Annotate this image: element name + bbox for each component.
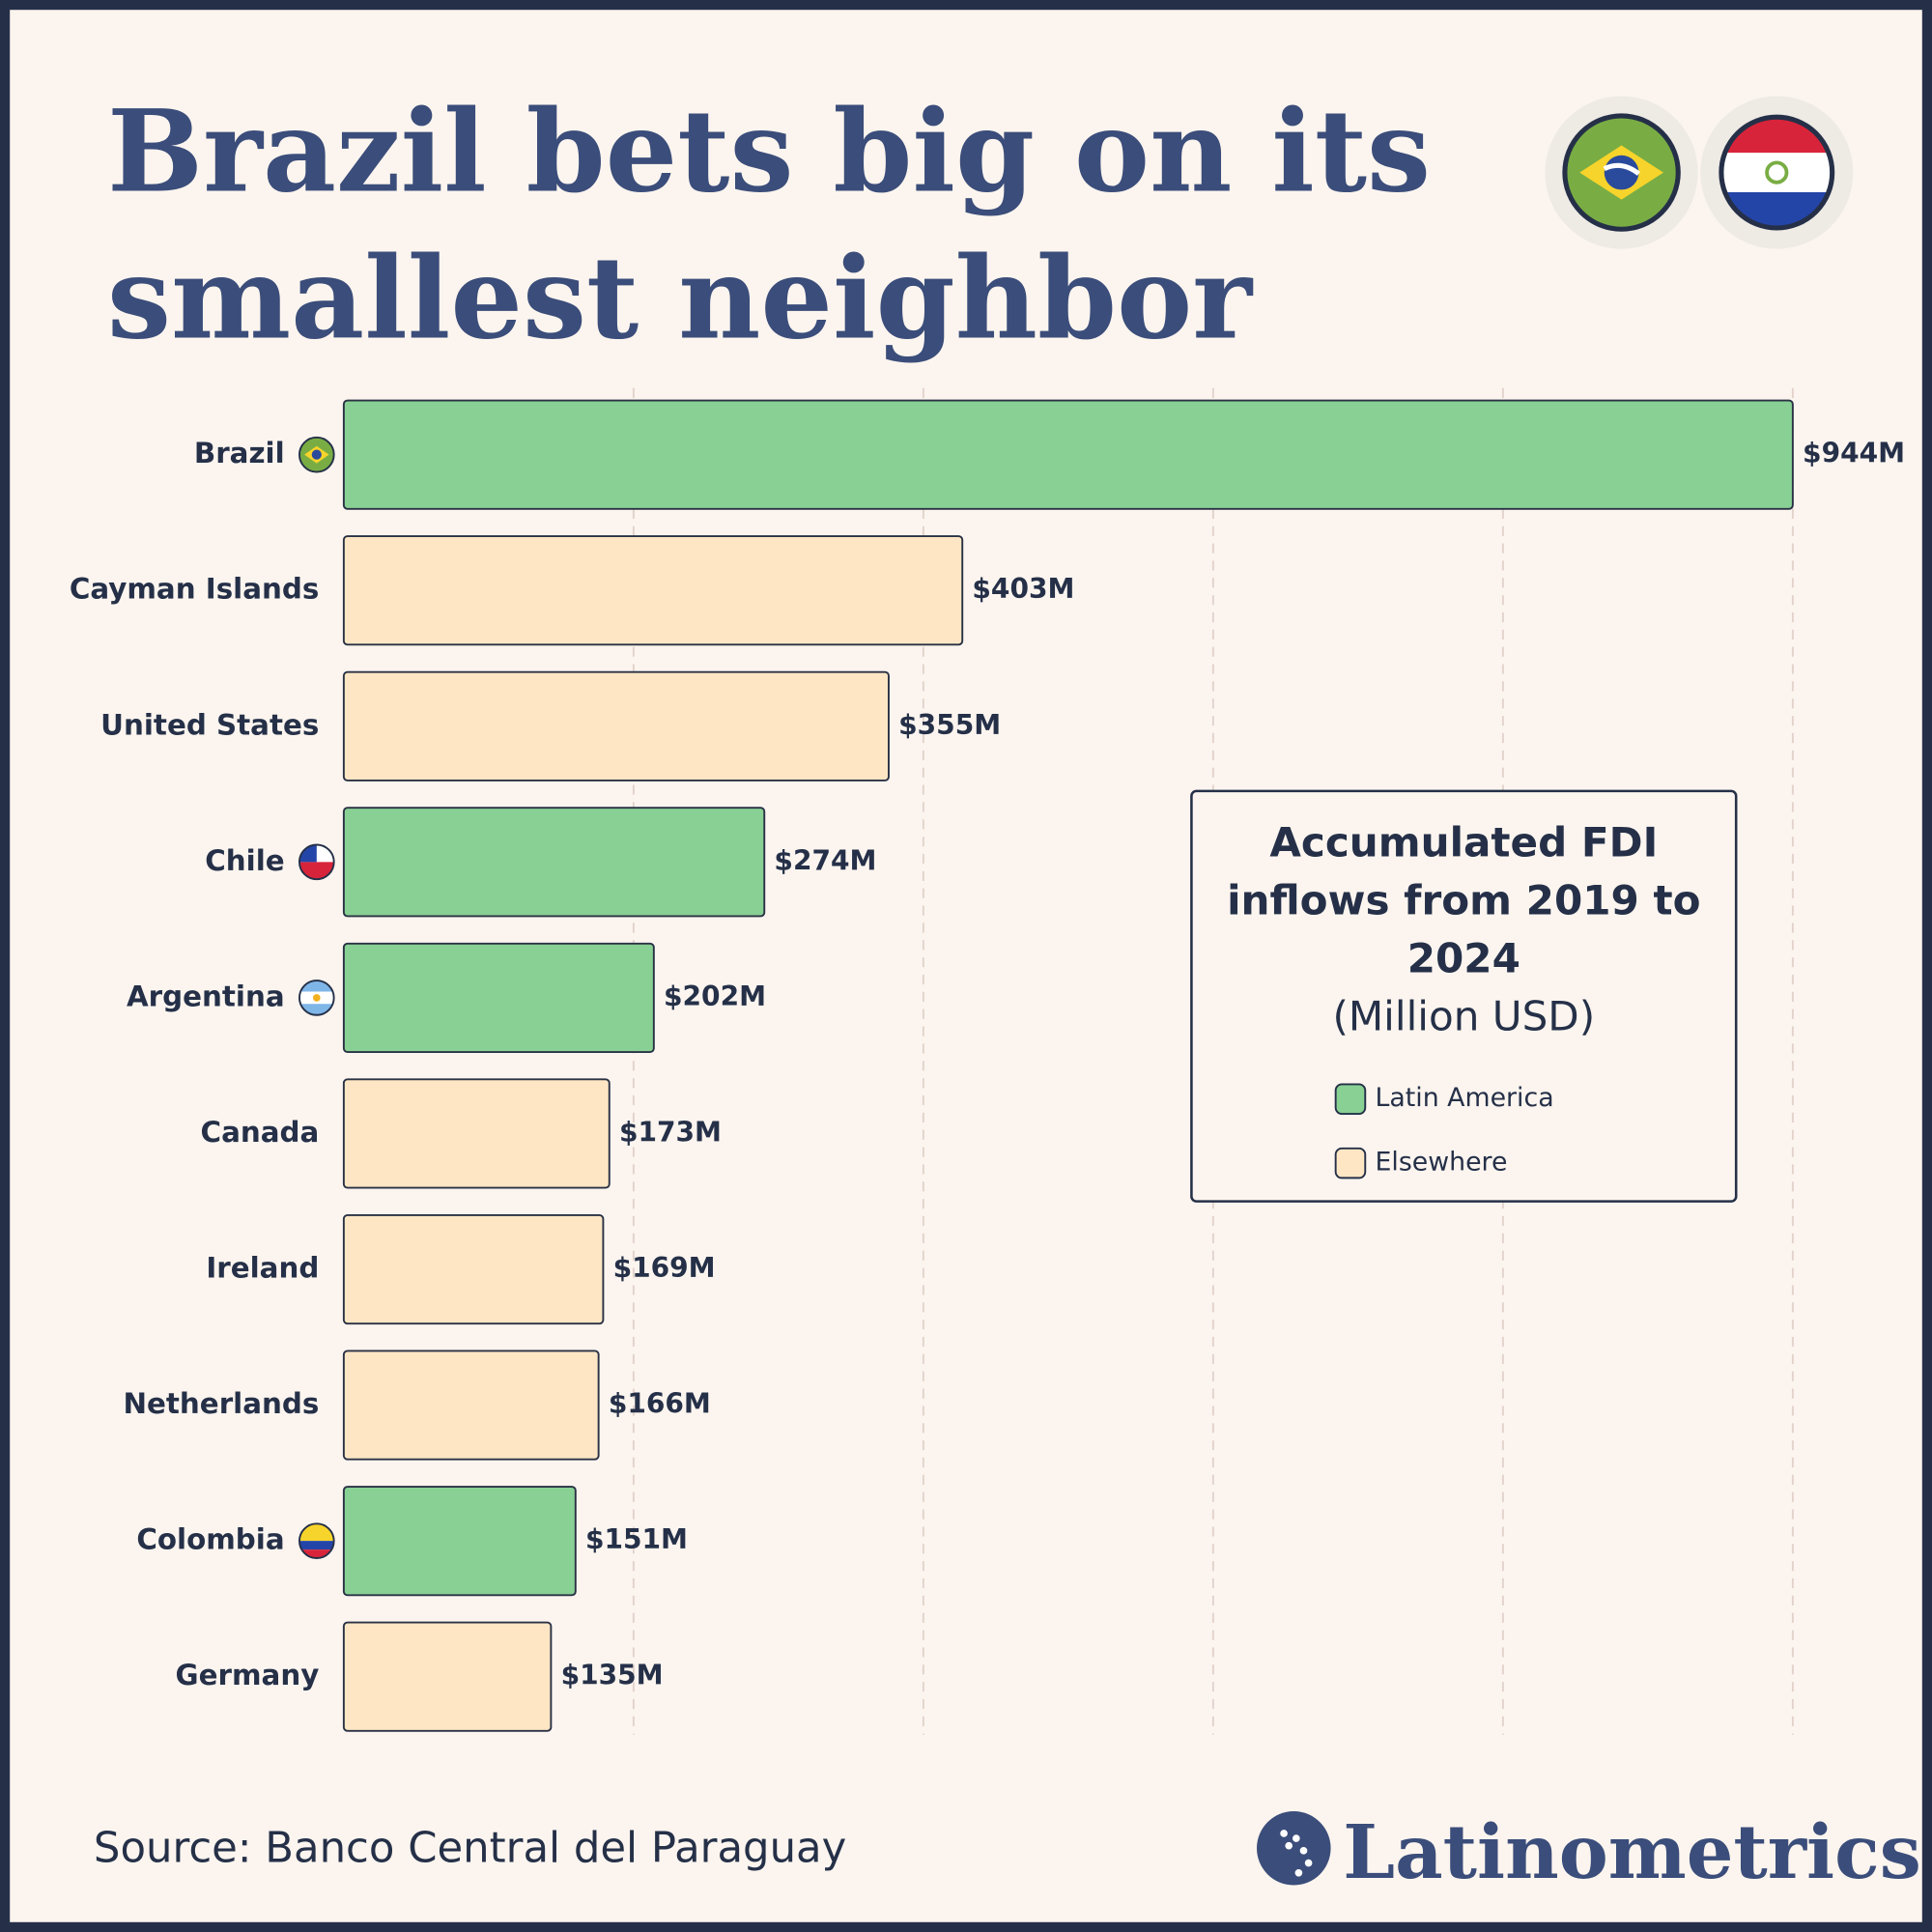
y-tick-label: Netherlands <box>123 1387 319 1420</box>
legend-label: Elsewhere <box>1375 1148 1507 1178</box>
legend-label: Latin America <box>1375 1083 1553 1113</box>
value-label: $202M <box>664 980 766 1012</box>
value-label: $944M <box>1803 438 1905 469</box>
flag <box>311 449 322 460</box>
chart-title: smallest neighbor <box>107 231 1254 364</box>
header-flags <box>1545 96 1854 249</box>
legend-title-wrap: Accumulated FDI inflows from 2019 to 202… <box>1191 813 1736 1045</box>
legend-subtitle: (Million USD) <box>1332 991 1596 1040</box>
bar <box>342 1213 605 1325</box>
source: Source: Banco Central del Paraguay <box>94 1824 846 1872</box>
flag <box>312 994 321 1002</box>
bar <box>342 1621 553 1732</box>
flag-icon <box>298 980 335 1016</box>
flag-icon <box>298 436 335 473</box>
y-tick-label: Argentina <box>127 980 285 1012</box>
brand-logo <box>1257 1811 1331 1886</box>
flag <box>298 1541 334 1550</box>
y-tick-label: Germany <box>176 1659 320 1691</box>
bar <box>342 670 890 781</box>
legend-swatch <box>1334 1147 1367 1179</box>
legend-title-box: Accumulated FDI inflows from 2019 to 202… <box>1191 813 1736 1045</box>
value-label: $355M <box>898 709 1001 741</box>
value-label: $274M <box>774 844 876 876</box>
value-label: $403M <box>972 573 1074 605</box>
flag <box>298 1522 335 1559</box>
flag <box>298 843 335 881</box>
flag <box>298 1523 334 1542</box>
chart-title: Brazil bets big on its <box>107 85 1431 218</box>
y-tick-label: United States <box>100 708 319 741</box>
bar <box>342 399 1794 510</box>
bar <box>342 1350 600 1461</box>
flag <box>298 980 335 1016</box>
legend <box>1190 789 1738 1203</box>
flag-icon <box>298 1522 335 1559</box>
flag-icon <box>298 843 335 881</box>
bar <box>342 807 766 918</box>
bar <box>342 535 964 646</box>
y-tick-label: Ireland <box>206 1252 319 1285</box>
y-tick-label: Brazil <box>194 437 285 469</box>
legend-swatch <box>1334 1083 1367 1116</box>
bar <box>342 942 655 1053</box>
y-tick-label: Chile <box>205 844 284 877</box>
bar <box>342 1486 577 1597</box>
y-tick-label: Canada <box>201 1116 320 1149</box>
brand: Latinometrics <box>1343 1809 1921 1896</box>
y-tick-label: Cayman Islands <box>70 573 320 606</box>
value-label: $173M <box>619 1116 722 1148</box>
y-tick-label: Colombia <box>136 1523 284 1556</box>
value-label: $166M <box>609 1388 711 1420</box>
value-label: $169M <box>613 1252 716 1284</box>
value-label: $135M <box>561 1660 664 1691</box>
flag <box>298 862 334 880</box>
legend-title: Accumulated FDI inflows from 2019 to 202… <box>1227 817 1701 982</box>
bar <box>342 1078 611 1189</box>
flag <box>298 844 317 863</box>
value-label: $151M <box>585 1523 688 1555</box>
